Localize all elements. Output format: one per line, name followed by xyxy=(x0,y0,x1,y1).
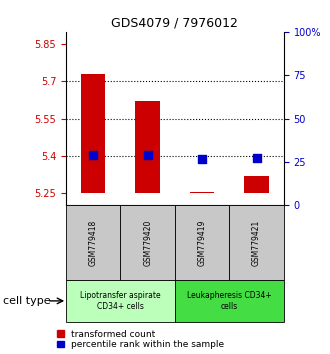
Title: GDS4079 / 7976012: GDS4079 / 7976012 xyxy=(112,16,238,29)
Point xyxy=(145,152,150,157)
Text: Leukapheresis CD34+
cells: Leukapheresis CD34+ cells xyxy=(187,291,272,310)
Bar xyxy=(135,101,160,193)
Bar xyxy=(229,205,284,280)
Bar xyxy=(120,205,175,280)
Bar xyxy=(66,280,175,322)
Point xyxy=(254,155,259,161)
Text: GSM779418: GSM779418 xyxy=(89,219,98,266)
Bar xyxy=(175,280,284,322)
Text: Lipotransfer aspirate
CD34+ cells: Lipotransfer aspirate CD34+ cells xyxy=(80,291,161,310)
Text: GSM779420: GSM779420 xyxy=(143,219,152,266)
Text: cell type: cell type xyxy=(3,296,51,306)
Legend: transformed count, percentile rank within the sample: transformed count, percentile rank withi… xyxy=(57,330,224,349)
Bar xyxy=(81,74,106,193)
Bar xyxy=(190,192,214,193)
Bar xyxy=(244,176,269,193)
Bar xyxy=(66,205,120,280)
Text: GSM779421: GSM779421 xyxy=(252,219,261,266)
Bar xyxy=(175,205,229,280)
Point xyxy=(90,152,96,157)
Text: GSM779419: GSM779419 xyxy=(198,219,207,266)
Point xyxy=(199,157,205,162)
